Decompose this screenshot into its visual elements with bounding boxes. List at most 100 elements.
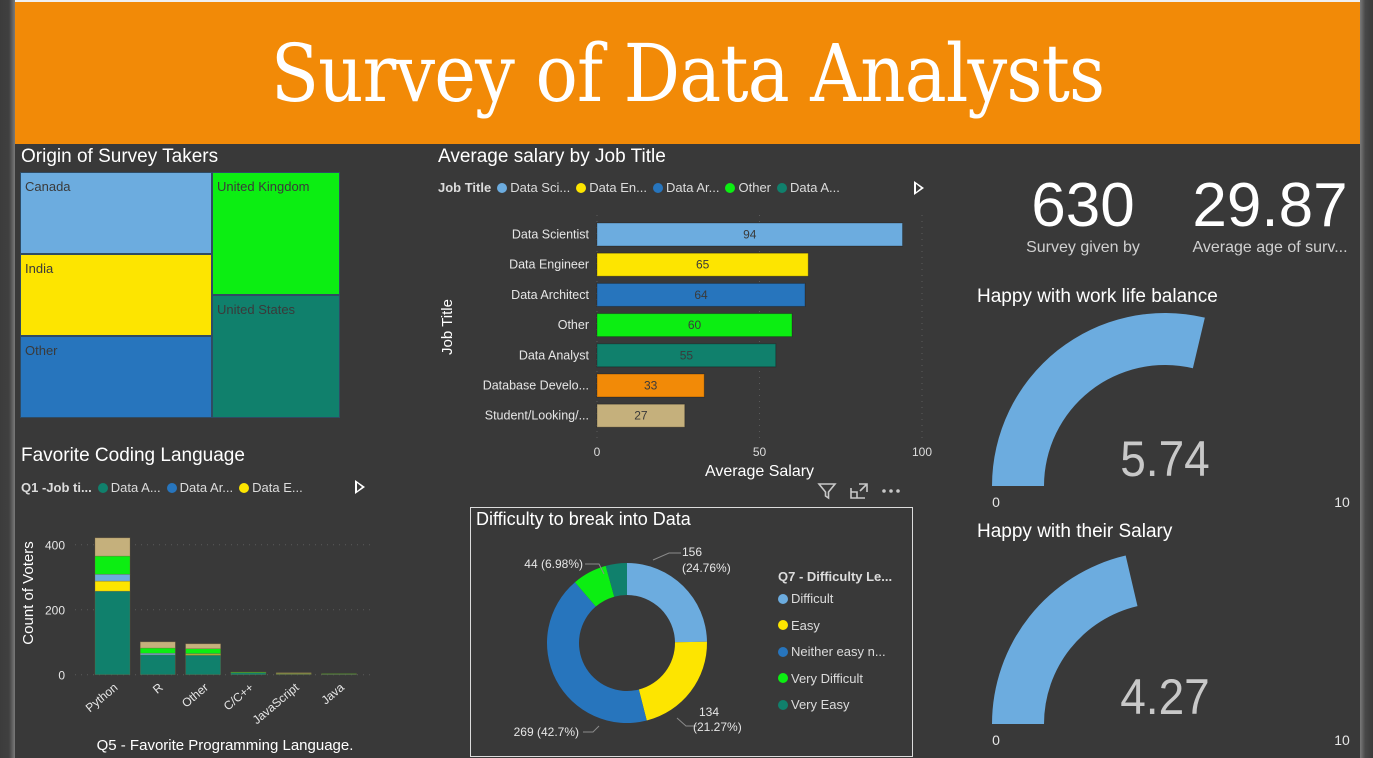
treemap-cell-other[interactable]: Other [20,336,212,418]
donut-slice[interactable] [627,563,707,643]
bar-data-label: 55 [680,348,694,362]
salary-legend-item[interactable]: Data Sci... [497,180,570,195]
donut-slice[interactable] [638,641,707,721]
x-tick-label: JavaScript [250,680,302,727]
top-border [0,0,1373,2]
bar[interactable] [596,373,705,398]
bar-segment[interactable] [230,671,267,674]
legend-label: Data A... [790,180,840,195]
donut-slice[interactable] [574,565,615,607]
legend-label: Very Difficult [791,670,864,686]
treemap-cell-united-states[interactable]: United States [212,295,340,418]
salary-legend: Job Title Data Sci... Data En... Data Ar… [438,180,846,195]
donut-legend-item[interactable]: Neither easy n... [778,644,886,659]
bar[interactable] [596,343,777,368]
treemap-cell-india[interactable]: India [20,254,212,336]
bar-segment[interactable] [140,647,176,654]
bar-data-label: 60 [688,318,702,332]
donut-legend-item[interactable]: Very Easy [778,697,850,712]
bar-segment[interactable] [94,537,131,557]
legend-label: Easy [791,617,820,633]
legend-next-arrow-icon[interactable] [914,181,924,195]
bar[interactable] [596,222,903,247]
salary-legend-title: Job Title [438,180,492,195]
leader-line [583,725,600,733]
legend-dot-icon [777,182,787,193]
legend-dot-icon [778,620,788,630]
treemap-cell-united-kingdom[interactable]: United Kingdom [212,172,340,295]
data-label: 44 (6.98%) [524,557,583,571]
bar[interactable] [596,403,686,428]
gauge-worklife-title: Happy with work life balance [977,286,1218,307]
legend-dot-icon [97,482,108,493]
coding-legend-item[interactable]: Data Ar... [166,480,233,495]
data-label: 156 [682,545,702,559]
bar[interactable] [596,313,793,338]
x-tick-label: 50 [753,445,767,459]
legend-dot-icon [576,182,587,193]
bar-category-label: Data Scientist [512,228,590,242]
salary-chart-title: Average salary by Job Title [438,146,666,167]
legend-dot-icon [778,699,788,710]
gauge-fill-arc [992,555,1138,724]
more-options-icon[interactable] [881,482,901,500]
bar-segment[interactable] [185,643,221,649]
focus-mode-icon[interactable] [849,482,869,500]
legend-next-arrow-icon[interactable] [355,480,365,494]
filter-icon[interactable] [817,482,837,500]
salary-legend-item[interactable]: Data En... [576,180,647,195]
legend-dot-icon [778,593,788,604]
coding-chart-title: Favorite Coding Language [21,445,245,466]
leader-line [652,552,681,561]
leader-line [585,563,605,575]
y-tick-label: 200 [45,604,65,618]
donut-slice[interactable] [605,563,627,597]
right-scrollbar[interactable] [1360,0,1373,758]
treemap-label: India [25,261,54,276]
treemap-cell-canada[interactable]: Canada [20,172,212,254]
bar-segment[interactable] [275,672,312,674]
legend-label: Difficult [791,591,834,606]
bar-segment[interactable] [94,590,131,676]
salary-legend-item[interactable]: Data Ar... [653,180,719,195]
x-axis-title: Q5 - Favorite Programming Language. [97,737,354,754]
bar[interactable] [596,252,809,277]
legend-label: Data En... [589,180,647,195]
bar-segment[interactable] [94,555,131,575]
bar-segment[interactable] [140,641,176,649]
data-label: (21.27%) [693,720,742,734]
bar-category-label: Other [558,318,589,332]
donut-legend-item[interactable]: Difficult [778,591,833,606]
page-title: Survey of Data Analysts [270,26,1105,120]
coding-legend-item[interactable]: Data A... [97,480,161,495]
gauge-salary-title: Happy with their Salary [977,521,1173,542]
bar[interactable] [596,282,806,307]
legend-dot-icon [725,182,736,193]
bar-segment[interactable] [185,654,221,675]
treemap-label: United Kingdom [217,179,310,194]
gauge-value: 4.27 [1120,670,1210,725]
y-tick-label: 0 [58,669,65,683]
coding-stacked-bar-chart: 0 200 400 Python R Other C/C++JavaScript Java Q5… [20,537,375,754]
gauge-max-label: 10 [1334,732,1350,748]
data-label: 269 (42.7%) [514,725,579,739]
bar-category-label: Data Architect [511,288,589,302]
donut-chart-title: Difficulty to break into Data [476,509,691,529]
salary-legend-item[interactable]: Other [725,180,771,195]
salary-legend-item[interactable]: Data A... [777,180,840,195]
donut-legend-item[interactable]: Easy [778,618,820,633]
legend-dot-icon [166,482,177,493]
kpi-survey-count-label: Survey given by [1026,239,1140,256]
bar-data-label: 27 [634,409,648,423]
bar-segment[interactable] [140,654,176,676]
coding-legend-item[interactable]: Data E... [239,480,303,495]
bar-segment[interactable] [94,580,131,592]
donut-legend-item[interactable]: Very Difficult [778,671,863,686]
gauge-min-label: 0 [992,732,1000,748]
bar-segment[interactable] [94,573,131,582]
donut-slice[interactable] [547,582,647,723]
y-axis-title: Job Title [439,299,456,355]
treemap-label: Canada [25,179,71,194]
bar-segment[interactable] [185,648,221,654]
